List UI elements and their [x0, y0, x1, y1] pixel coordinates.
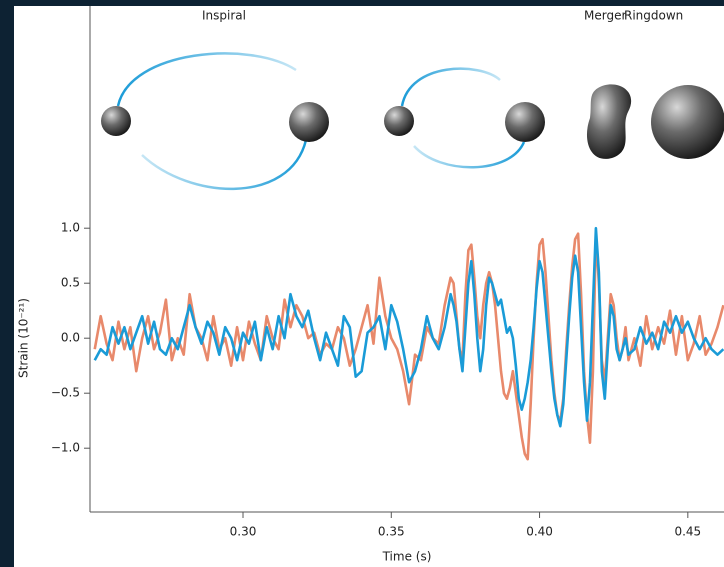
annotation: Inspiral [202, 9, 246, 23]
x-tick-label: 0.40 [526, 525, 553, 539]
illustration [101, 52, 724, 190]
y-tick-label: 0.5 [61, 276, 80, 290]
x-tick-label: 0.35 [378, 525, 405, 539]
annotation: Merger [584, 9, 626, 23]
y-tick-label: 1.0 [61, 221, 80, 235]
annotation: Ringdown [624, 9, 683, 23]
y-tick-label: −1.0 [51, 441, 80, 455]
plot-area [93, 226, 724, 461]
strain-line [93, 226, 724, 428]
y-tick-label: −0.5 [51, 386, 80, 400]
x-tick-label: 0.45 [674, 525, 701, 539]
x-tick-label: 0.30 [230, 525, 257, 539]
y-axis-label: Strain (10⁻²¹) [17, 298, 31, 378]
y-tick-label: 0.0 [61, 331, 80, 345]
x-axis-label: Time (s) [382, 550, 432, 564]
